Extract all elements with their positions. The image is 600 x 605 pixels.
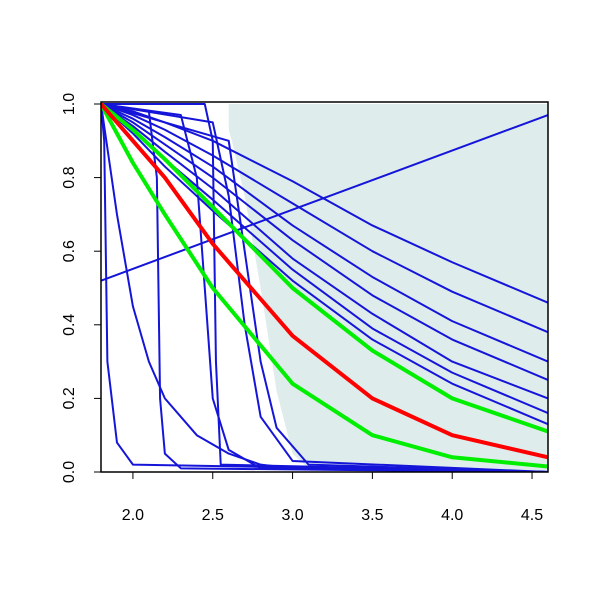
x-tick-label: 4.5 [521,507,543,524]
curve [101,103,548,304]
curve [101,103,548,363]
curve [101,103,548,381]
curve [101,102,548,434]
y-tick-label: 0.2 [61,387,78,409]
x-tick-label: 2.0 [122,507,144,524]
curve [101,103,548,469]
y-tick-label: 0.0 [61,461,78,483]
y-tick-label: 0.6 [61,240,78,262]
curve [101,103,548,472]
x-tick-label: 3.0 [281,507,303,524]
y-tick-label: 0.4 [61,314,78,336]
x-tick-label: 4.0 [441,507,463,524]
curve [101,103,548,334]
plot-frame [100,101,549,473]
curve [101,102,548,460]
curve [101,103,548,472]
x-tick-label: 3.5 [361,507,383,524]
curve [101,114,548,282]
curve [101,103,548,472]
y-tick-label: 1.0 [61,93,78,115]
plot-area [101,102,548,472]
x-tick-label: 2.5 [202,507,224,524]
y-tick-label: 0.8 [61,166,78,188]
